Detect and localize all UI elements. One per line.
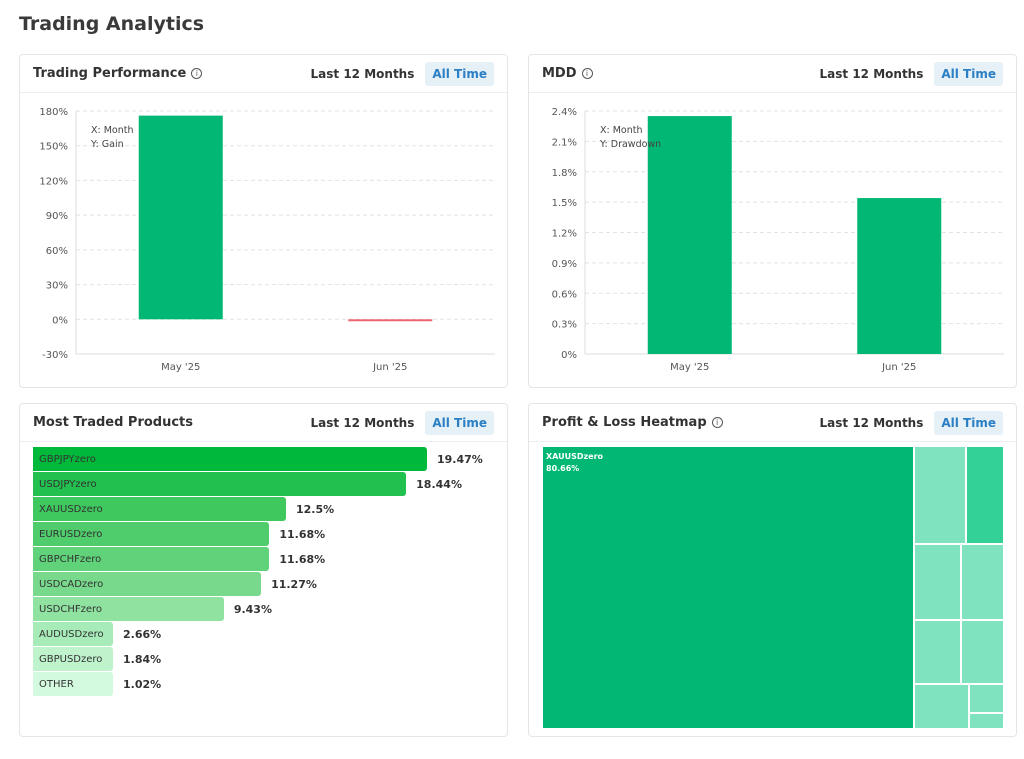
product-bar: USDJPYzero xyxy=(33,472,407,496)
product-bar: GBPUSDzero xyxy=(33,647,113,671)
product-value: 9.43% xyxy=(233,602,272,616)
tab-all-time[interactable]: All Time xyxy=(425,410,494,435)
treemap-cell[interactable] xyxy=(914,684,969,729)
treemap-cell[interactable] xyxy=(961,620,1004,684)
treemap-cell[interactable] xyxy=(961,544,1004,620)
y-tick-label: 30% xyxy=(46,281,68,292)
y-tick-label: 1.2% xyxy=(552,229,577,240)
axis-legend: Y: Gain xyxy=(90,139,124,150)
cell-value: 80.66% xyxy=(546,464,580,473)
info-icon[interactable]: i xyxy=(711,417,723,428)
product-value: 18.44% xyxy=(416,477,462,491)
y-tick-label: 120% xyxy=(39,176,68,187)
bar xyxy=(348,319,433,322)
tab-last-12-months[interactable]: Last 12 Months xyxy=(819,415,924,430)
treemap-cell[interactable] xyxy=(914,544,961,620)
product-row[interactable]: XAUUSDzero 12.5% xyxy=(33,497,334,521)
x-tick-label: May '25 xyxy=(161,362,200,373)
y-tick-label: 0.3% xyxy=(552,320,577,331)
product-row[interactable]: USDCADzero 11.27% xyxy=(33,572,317,596)
product-row[interactable]: OTHER 1.02% xyxy=(33,672,161,696)
bar xyxy=(857,198,942,354)
y-tick-label: 0% xyxy=(561,350,577,361)
trading-performance-chart: 180% 150% 120% 90% 60% 30% 0% -30% May '25 Jun '2… xyxy=(39,107,495,373)
x-tick-label: May '25 xyxy=(670,362,709,373)
product-value: 2.66% xyxy=(123,627,162,641)
product-bar: AUDUSDzero xyxy=(33,622,113,646)
x-tick-label: Jun '25 xyxy=(372,362,407,373)
product-bar: USDCHFzero xyxy=(33,597,224,621)
panel-title: MDD xyxy=(542,66,577,81)
y-tick-label: 0% xyxy=(52,315,68,326)
panel-title: Profit & Loss Heatmap xyxy=(542,415,707,430)
product-bar: EURUSDzero xyxy=(33,522,270,546)
product-value: 1.84% xyxy=(123,652,162,666)
y-tick-label: 2.1% xyxy=(552,137,577,148)
info-icon[interactable]: i xyxy=(191,68,203,79)
product-row[interactable]: GBPJPYzero 19.47% xyxy=(33,447,483,471)
treemap-cell[interactable] xyxy=(914,620,961,684)
most-traded-products-panel: Most Traded Products Last 12 Months All T… xyxy=(19,403,508,737)
y-tick-label: 180% xyxy=(39,107,68,118)
tab-all-time[interactable]: All Time xyxy=(425,61,494,86)
cell-label: XAUUSDzero xyxy=(546,452,604,461)
product-row[interactable]: USDJPYzero 18.44% xyxy=(33,472,462,496)
y-tick-label: 0.9% xyxy=(552,259,577,270)
y-tick-label: 150% xyxy=(39,142,68,153)
pnl-heatmap-panel: Profit & Loss Heatmap i Last 12 Months All… xyxy=(528,403,1017,737)
product-row[interactable]: AUDUSDzero 2.66% xyxy=(33,622,161,646)
treemap-cell[interactable] xyxy=(914,446,966,544)
tab-last-12-months[interactable]: Last 12 Months xyxy=(310,66,415,81)
trading-performance-panel: Trading Performance i Last 12 Months All T… xyxy=(19,54,508,388)
tab-all-time[interactable]: All Time xyxy=(934,61,1003,86)
y-tick-label: 1.5% xyxy=(552,198,577,209)
product-value: 11.68% xyxy=(279,527,326,541)
treemap-cell[interactable] xyxy=(969,684,1004,713)
y-tick-label: 0.6% xyxy=(552,289,577,300)
mdd-chart: 2.4% 2.1% 1.8% 1.5% 1.2% 0.9% 0.6% 0.3% 0% May '2… xyxy=(552,107,1004,373)
bar xyxy=(647,116,732,354)
product-bar: USDCADzero xyxy=(33,572,262,596)
axis-legend: X: Month xyxy=(91,125,134,136)
product-bar: XAUUSDzero xyxy=(33,497,286,521)
x-tick-label: Jun '25 xyxy=(881,362,916,373)
treemap-cell[interactable] xyxy=(966,446,1004,544)
mdd-panel: MDD i Last 12 Months All Time 2.4% 2.1% 1.8%… xyxy=(528,54,1017,388)
product-value: 12.5% xyxy=(295,502,335,516)
panel-title: Trading Performance xyxy=(33,66,187,81)
y-tick-label: 60% xyxy=(46,246,68,257)
y-tick-label: 2.4% xyxy=(552,107,577,118)
product-value: 19.47% xyxy=(437,452,483,466)
product-value: 11.68% xyxy=(279,552,326,566)
product-row[interactable]: GBPUSDzero 1.84% xyxy=(33,647,161,671)
product-bar: GBPJPYzero xyxy=(33,447,427,471)
axis-legend: X: Month xyxy=(600,125,643,136)
info-icon[interactable]: i xyxy=(581,68,593,79)
product-bar: GBPCHFzero xyxy=(33,547,270,571)
tab-all-time[interactable]: All Time xyxy=(934,410,1003,435)
tab-last-12-months[interactable]: Last 12 Months xyxy=(310,415,415,430)
product-value: 1.02% xyxy=(123,677,162,691)
bar xyxy=(138,115,223,320)
treemap-cell[interactable] xyxy=(969,713,1004,729)
product-row[interactable]: USDCHFzero 9.43% xyxy=(33,597,272,621)
page-title: Trading Analytics xyxy=(19,13,205,35)
product-value: 11.27% xyxy=(271,577,317,591)
product-row[interactable]: GBPCHFzero 11.68% xyxy=(33,547,325,571)
tab-last-12-months[interactable]: Last 12 Months xyxy=(819,66,924,81)
product-row[interactable]: EURUSDzero 11.68% xyxy=(33,522,325,546)
treemap-cell-xauusdzero[interactable]: XAUUSDzero 80.66% xyxy=(542,446,914,729)
y-tick-label: 90% xyxy=(46,211,68,222)
treemap: XAUUSDzero 80.66% xyxy=(542,446,1004,729)
axis-legend: Y: Drawdown xyxy=(599,139,661,150)
product-bar: OTHER xyxy=(33,672,113,696)
y-tick-label: 1.8% xyxy=(552,168,577,179)
panel-title: Most Traded Products xyxy=(33,415,194,430)
y-tick-label: -30% xyxy=(42,350,68,361)
